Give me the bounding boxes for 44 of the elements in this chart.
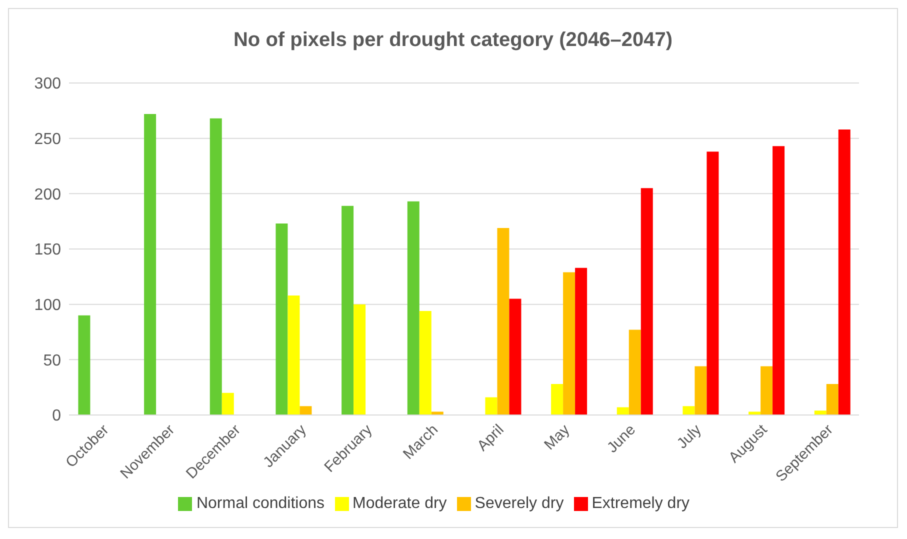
- bar: [628, 330, 641, 415]
- bar: [748, 412, 761, 415]
- bar: [78, 315, 90, 415]
- y-tick-label: 300: [34, 76, 62, 93]
- bar: [694, 366, 707, 415]
- bar: [706, 152, 719, 415]
- y-tick-label: 250: [34, 131, 62, 148]
- bar: [210, 118, 222, 415]
- x-tick-label: May: [541, 420, 574, 454]
- legend-label: Moderate dry: [352, 495, 447, 512]
- y-tick-label: 50: [43, 352, 62, 370]
- bar: [300, 406, 312, 415]
- bar: [222, 392, 234, 415]
- bar: [682, 406, 695, 415]
- bar: [431, 412, 444, 415]
- bar: [616, 407, 629, 415]
- y-tick-label: 0: [52, 408, 62, 425]
- chart-title: No of pixels per drought category (2046–2047): [232, 28, 674, 53]
- bar: [640, 188, 653, 415]
- y-tick-label: 100: [34, 297, 62, 314]
- bar: [826, 384, 838, 415]
- bar: [407, 201, 420, 415]
- bar: [276, 224, 288, 415]
- bar: [575, 268, 588, 415]
- bar: [551, 384, 564, 415]
- bar: [772, 146, 785, 415]
- bar: [760, 366, 773, 415]
- bar: [838, 129, 850, 415]
- bar: [814, 410, 826, 415]
- bar: [342, 206, 354, 415]
- bar: [354, 304, 366, 415]
- bar: [288, 295, 300, 415]
- legend-label: Extremely dry: [592, 495, 690, 512]
- legend-label: Severely dry: [474, 495, 564, 512]
- bar: [497, 228, 510, 415]
- bar: [509, 298, 522, 415]
- bar: [419, 310, 432, 415]
- y-tick-label: 150: [34, 242, 62, 259]
- bar: [485, 397, 498, 415]
- legend-label: Normal conditions: [196, 495, 325, 512]
- y-tick-label: 200: [34, 186, 62, 204]
- x-tick-label: July: [674, 420, 706, 452]
- bar: [563, 272, 576, 415]
- bar: [144, 114, 156, 415]
